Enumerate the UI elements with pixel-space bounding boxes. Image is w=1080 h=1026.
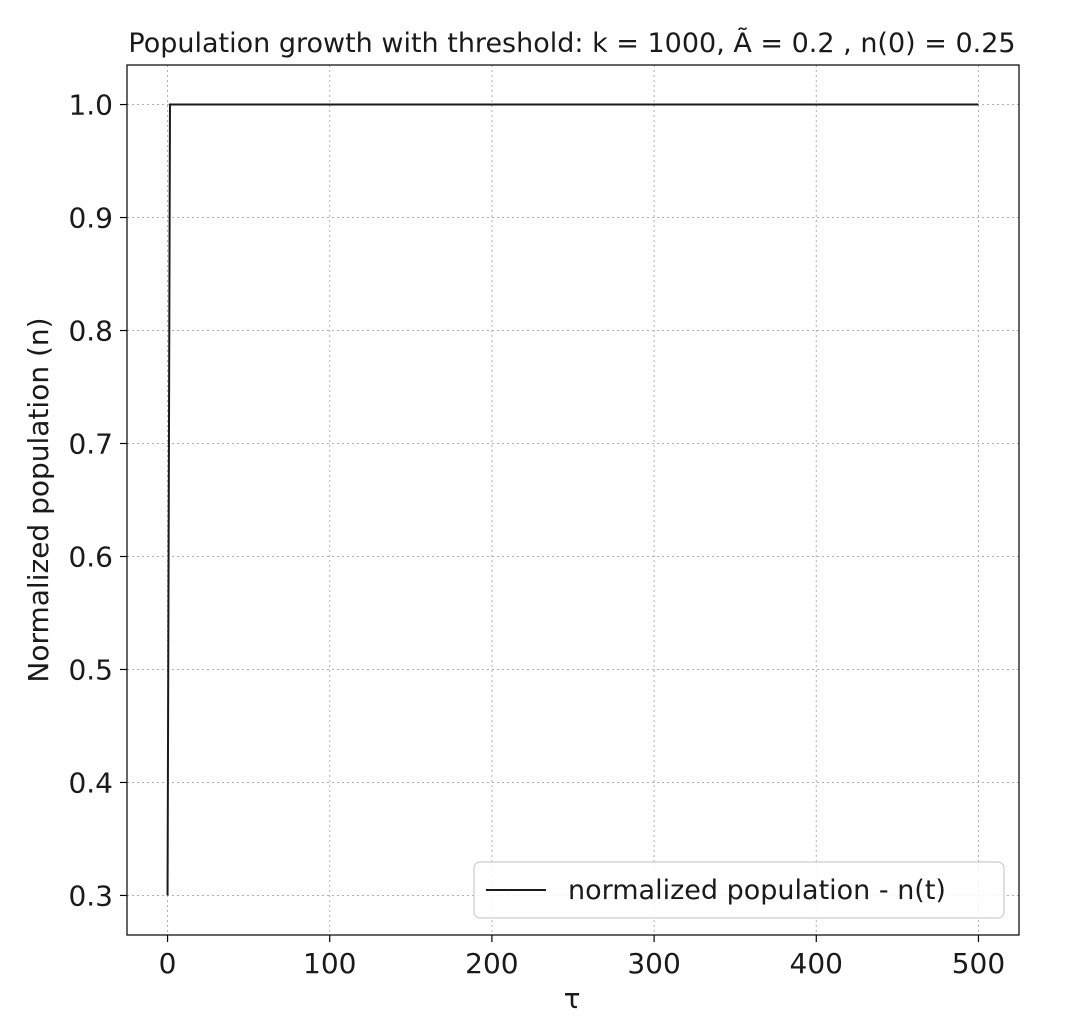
legend-entry-label: normalized population - n(t): [568, 875, 946, 906]
x-axis: 0 100 200 300 400 500: [159, 935, 1005, 980]
x-tick-label: 500: [952, 947, 1005, 980]
y-tick-label: 1.0: [68, 89, 113, 122]
y-tick-label: 0.3: [68, 879, 113, 912]
x-tick-label: 300: [627, 947, 680, 980]
plot-frame: [126, 64, 1020, 936]
x-tick-label: 0: [159, 947, 177, 980]
series-line-normalized-population: [166, 103, 979, 896]
x-tick-label: 100: [303, 947, 356, 980]
y-tick-label: 0.4: [68, 766, 113, 799]
legend-box: [473, 861, 1005, 919]
y-tick-label: 0.7: [68, 428, 113, 461]
y-tick-label: 0.9: [68, 202, 113, 235]
y-axis-label: Normalized population (n): [22, 317, 55, 682]
y-tick-label: 0.5: [68, 653, 113, 686]
series-layer: [166, 103, 979, 896]
x-axis-label: τ: [564, 982, 581, 1015]
legend: normalized population - n(t): [473, 861, 1005, 919]
grid-lines: [127, 65, 1019, 935]
chart-title: Population growth with threshold: k = 10…: [128, 27, 1015, 59]
y-tick-label: 0.6: [68, 540, 113, 573]
y-tick-label: 0.8: [68, 315, 113, 348]
x-tick-label: 200: [465, 947, 518, 980]
x-tick-label: 400: [790, 947, 843, 980]
y-axis: 0.3 0.4 0.5 0.6 0.7 0.8 0.9 1.0: [68, 89, 127, 912]
